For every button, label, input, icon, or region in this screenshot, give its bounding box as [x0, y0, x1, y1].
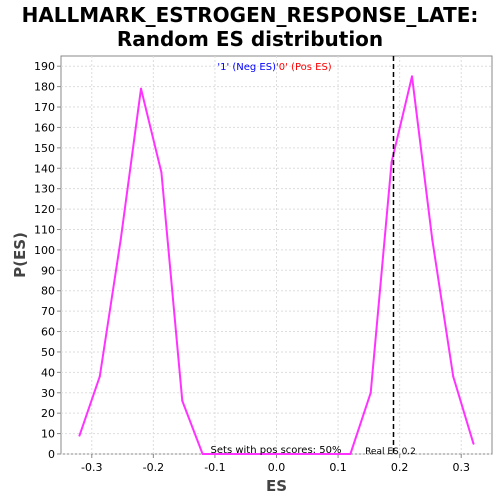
series-group: [78, 75, 475, 455]
y-tick-label: 140: [34, 162, 55, 175]
data-point: [304, 453, 307, 455]
data-point: [452, 375, 455, 378]
real-es-label: Real ES 0.2: [365, 447, 416, 457]
data-point: [390, 161, 393, 164]
y-axis-ticks: 0 10 20 30 40 50 60 70 80 90 100 110 120 130 140 150 160…: [34, 60, 61, 461]
y-tick-label: 40: [41, 366, 55, 379]
y-tick-label: 190: [34, 60, 55, 73]
y-tick-label: 170: [34, 101, 55, 114]
data-point: [472, 442, 475, 445]
x-tick-label: -0.2: [143, 461, 164, 474]
y-tick-label: 150: [34, 142, 55, 155]
y-tick-label: 30: [41, 387, 55, 400]
data-point: [369, 391, 372, 394]
y-tick-label: 180: [34, 81, 55, 94]
data-point: [98, 375, 101, 378]
data-point: [221, 453, 224, 455]
y-tick-label: 70: [41, 305, 55, 318]
y-tick-label: 100: [34, 244, 55, 257]
x-tick-label: 0.1: [329, 461, 347, 474]
data-point: [140, 87, 143, 90]
chart-title-line2: Random ES distribution: [116, 27, 384, 51]
data-point: [324, 453, 327, 455]
x-axis-ticks: -0.3 -0.2 -0.1 0.0 0.1 0.2 0.3: [81, 454, 470, 474]
data-point: [283, 453, 286, 455]
x-tick-label: -0.3: [81, 461, 102, 474]
y-tick-label: 130: [34, 183, 55, 196]
y-tick-label: 0: [48, 448, 55, 461]
distribution-line: [78, 75, 475, 455]
data-point: [263, 453, 266, 455]
y-tick-label: 20: [41, 407, 55, 420]
y-tick-label: 80: [41, 285, 55, 298]
plot-area: [60, 55, 493, 455]
data-point: [349, 453, 352, 455]
legend-pos-es: '0' (Pos ES): [276, 62, 332, 73]
data-point: [119, 238, 122, 241]
y-tick-label: 120: [34, 203, 55, 216]
data-point: [160, 171, 163, 174]
x-tick-label: 0.0: [268, 461, 286, 474]
data-point: [410, 75, 413, 78]
x-axis-label: ES: [266, 477, 287, 495]
data-point: [201, 453, 204, 455]
y-tick-label: 90: [41, 264, 55, 277]
x-tick-label: 0.3: [452, 461, 470, 474]
x-tick-label: 0.2: [391, 461, 409, 474]
y-axis-label: P(ES): [11, 232, 29, 278]
data-point: [78, 434, 81, 437]
y-tick-label: 110: [34, 223, 55, 236]
pos-scores-label: Sets with pos scores: 50%: [211, 445, 342, 456]
data-point: [431, 238, 434, 241]
data-point: [242, 453, 245, 455]
y-tick-label: 160: [34, 121, 55, 134]
x-tick-label: -0.1: [204, 461, 225, 474]
chart-title-line1: HALLMARK_ESTROGEN_RESPONSE_LATE:: [21, 3, 479, 27]
y-tick-label: 50: [41, 346, 55, 359]
y-tick-label: 60: [41, 326, 55, 339]
data-point: [181, 399, 184, 402]
y-tick-label: 10: [41, 428, 55, 441]
legend-neg-es: '1' (Neg ES): [217, 62, 276, 73]
